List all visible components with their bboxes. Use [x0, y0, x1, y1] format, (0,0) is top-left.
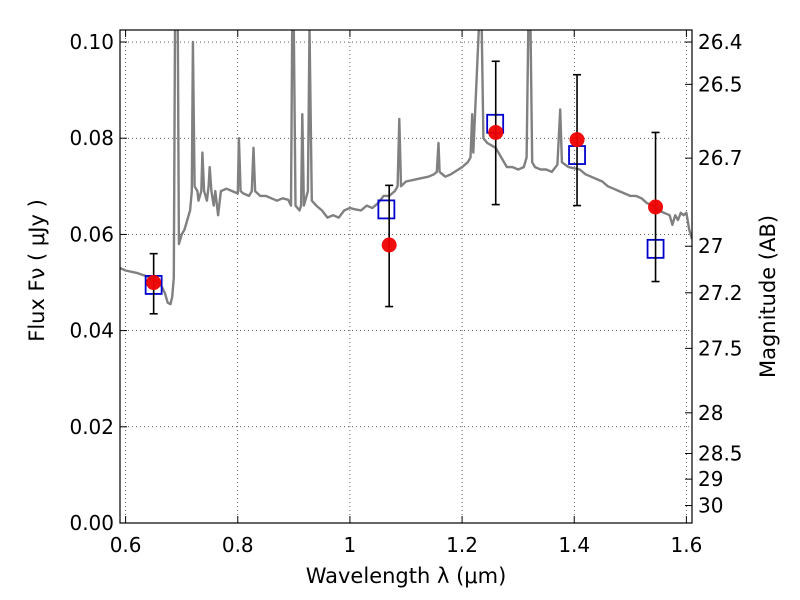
y2-tick-label: 30	[698, 494, 723, 518]
observed-flux-point	[381, 237, 397, 253]
y2-tick-label: 27	[698, 234, 723, 258]
y2-tick-label: 29	[698, 467, 723, 491]
observed-flux-point	[146, 275, 162, 291]
observed-flux-point	[488, 124, 504, 140]
ticks: 0.6 0.8 1 1.2 1.4 1.6 0.00 0.02 0.04 0.06 0.08 0.10…	[69, 30, 743, 557]
y2-tick-label: 28.5	[698, 441, 743, 465]
y-tick-label: 0.04	[69, 319, 114, 343]
x-tick-label: 0.8	[222, 533, 254, 557]
y-tick-label: 0.10	[69, 30, 114, 54]
axes-frame	[119, 29, 693, 524]
model-square-marker	[377, 199, 396, 220]
y-tick-label: 0.06	[69, 222, 114, 246]
x-axis-title: Wavelength λ (μm)	[306, 564, 507, 588]
observed-flux-point	[648, 199, 664, 215]
grid	[120, 30, 692, 524]
y-tick-label: 0.02	[69, 415, 114, 439]
plot-area	[120, 30, 692, 315]
y-tick-label: 0.08	[69, 126, 114, 150]
model-spectrum-line	[120, 30, 692, 306]
y-tick-label: 0.00	[69, 511, 114, 535]
y2-tick-label: 26.5	[698, 72, 743, 96]
y-axis-title: Flux Fν ( μJy )	[25, 199, 49, 342]
y2-tick-label: 27.2	[698, 281, 743, 305]
y2-tick-label: 27.5	[698, 336, 743, 360]
x-tick-label: 0.6	[110, 533, 142, 557]
x-tick-label: 1.4	[558, 533, 590, 557]
y2-tick-label: 28	[698, 401, 723, 425]
x-tick-label: 1.6	[670, 533, 702, 557]
x-tick-label: 1.2	[446, 533, 478, 557]
y2-tick-label: 26.4	[698, 30, 743, 54]
y2-axis-title: Magnitude (AB)	[756, 215, 780, 378]
x-tick-label: 1	[344, 533, 357, 557]
observed-flux-point	[569, 132, 585, 148]
y2-tick-label: 26.7	[698, 146, 743, 170]
